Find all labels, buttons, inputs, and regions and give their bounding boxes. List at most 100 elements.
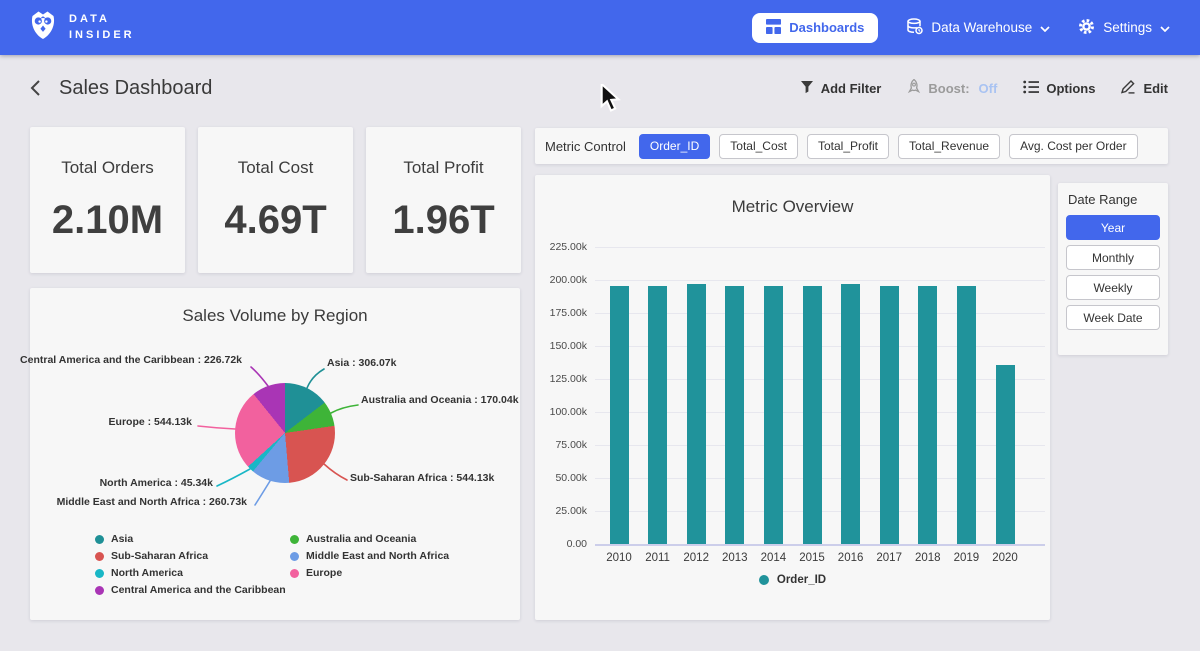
- gridline: [595, 247, 1045, 248]
- legend-label: Australia and Oceania: [306, 533, 417, 545]
- pie-chart: [235, 383, 335, 483]
- y-tick-label: 175.00k: [549, 307, 587, 319]
- date-range-label: Date Range: [1068, 192, 1138, 207]
- legend-label: Sub-Saharan Africa: [111, 550, 209, 562]
- dashboards-icon: [766, 18, 782, 37]
- kpi-label: Total Orders: [61, 157, 154, 177]
- sales-volume-panel: Sales Volume by Region Asia : 306.07k Aus…: [20, 288, 520, 620]
- legend-label: Asia: [111, 533, 134, 545]
- metric-option-avg-cost-per-order[interactable]: Avg. Cost per Order: [1009, 133, 1138, 159]
- legend-item-sub-saharan-africa[interactable]: Sub-Saharan Africa: [95, 550, 286, 562]
- y-tick-label: 25.00k: [555, 505, 587, 517]
- gridline: [595, 280, 1045, 281]
- legend-dot: [758, 575, 769, 585]
- date-range-options: Year Monthly Weekly Week Date: [1066, 215, 1160, 330]
- add-filter-button[interactable]: Add Filter: [800, 80, 882, 97]
- bar-2018: [918, 285, 938, 544]
- y-tick-label: 125.00k: [549, 373, 587, 385]
- legend-label: North America: [111, 567, 183, 579]
- metric-option-total-cost[interactable]: Total_Cost: [719, 133, 798, 159]
- kpi-value: 2.10M: [51, 197, 164, 242]
- pencil-icon: [1121, 79, 1136, 97]
- date-range-option-year[interactable]: Year: [1066, 215, 1160, 240]
- page-title: Sales Dashboard: [59, 76, 213, 99]
- x-tick-label: 2013: [722, 552, 748, 564]
- pie-label-central-america-and-the-caribbean: Central America and the Caribbean : 226.…: [20, 354, 242, 366]
- legend-label: Central America and the Caribbean: [111, 584, 286, 596]
- metric-option-total-revenue[interactable]: Total_Revenue: [898, 133, 1001, 159]
- metric-control-bar: Metric Control Order_ID Total_Cost Total_P…: [535, 128, 1168, 164]
- y-tick-label: 0.00: [566, 538, 587, 550]
- kpi-total-cost: Total Cost 4.69T: [198, 127, 353, 273]
- metric-option-total-profit[interactable]: Total_Profit: [806, 133, 890, 159]
- dashboards-label: Dashboards: [789, 20, 865, 35]
- legend-label: Europe: [306, 567, 343, 579]
- rocket-icon: [907, 78, 921, 97]
- metric-control-options: Order_ID Total_Cost Total_Profit Total_Reve…: [638, 133, 1138, 159]
- date-range-option-weekly[interactable]: Weekly: [1066, 275, 1160, 300]
- legend-item-middle-east-and-north-africa[interactable]: Middle East and North Africa: [290, 550, 449, 562]
- bar-chart-legend[interactable]: Order_ID: [535, 574, 1050, 586]
- bar-2011: [648, 285, 668, 544]
- legend-item-north-america[interactable]: North America: [95, 567, 286, 579]
- list-icon: [1023, 80, 1040, 97]
- edit-label: Edit: [1143, 80, 1168, 96]
- metric-control-label: Metric Control: [545, 138, 626, 154]
- database-icon: [906, 17, 924, 38]
- options-button[interactable]: Options: [1023, 80, 1095, 97]
- boost-toggle[interactable]: Boost: Off: [907, 78, 998, 97]
- metric-overview-panel: Metric Overview Order_ID 225.00k 200.00k 1…: [535, 175, 1050, 620]
- bar-2012: [686, 283, 706, 544]
- date-range-option-week-date[interactable]: Week Date: [1066, 305, 1160, 330]
- x-tick-label: 2010: [606, 552, 632, 564]
- y-tick-label: 100.00k: [549, 406, 587, 418]
- bar-2010: [609, 285, 629, 544]
- date-range-option-monthly[interactable]: Monthly: [1066, 245, 1160, 270]
- x-tick-label: 2016: [837, 552, 864, 564]
- brand-logo[interactable]: DATA INSIDER: [28, 9, 135, 46]
- kpi-label: Total Profit: [403, 157, 484, 177]
- edit-button[interactable]: Edit: [1121, 79, 1168, 97]
- x-tick-label: 2015: [799, 552, 825, 564]
- pie-label-europe: Europe : 544.13k: [108, 416, 192, 428]
- x-tick-label: 2020: [992, 552, 1018, 564]
- data-warehouse-label: Data Warehouse: [931, 20, 1033, 35]
- bar-2017: [879, 285, 899, 544]
- legend-dot: [290, 551, 299, 561]
- legend-dot: [290, 568, 299, 578]
- x-tick-label: 2019: [953, 552, 980, 564]
- x-tick-label: 2011: [645, 552, 670, 564]
- pie-label-north-america: North America : 45.34k: [99, 477, 213, 489]
- top-navbar: DATA INSIDER Dashboards: [0, 0, 1200, 55]
- legend-label: Middle East and North Africa: [306, 550, 450, 562]
- x-tick-label: 2017: [876, 552, 902, 564]
- x-tick-label: 2018: [915, 552, 941, 564]
- legend-item-europe[interactable]: Europe: [290, 567, 449, 579]
- dashboards-button[interactable]: Dashboards: [752, 12, 879, 43]
- legend-dot: [95, 551, 104, 561]
- boost-state: Off: [978, 80, 998, 96]
- metric-option-order-id[interactable]: Order_ID: [638, 133, 711, 159]
- boost-label: Boost:: [928, 80, 970, 96]
- bar-2014: [763, 286, 783, 544]
- settings-label: Settings: [1103, 20, 1152, 35]
- y-tick-label: 75.00k: [555, 439, 587, 451]
- settings-menu[interactable]: Settings: [1078, 18, 1170, 38]
- legend-item-australia-and-oceania[interactable]: Australia and Oceania: [290, 533, 449, 545]
- owl-icon: [28, 9, 58, 46]
- add-filter-label: Add Filter: [820, 80, 882, 96]
- legend-dot: [290, 534, 299, 544]
- bar-2020: [995, 365, 1015, 544]
- bar-chart-title: Metric Overview: [731, 197, 854, 216]
- y-tick-label: 150.00k: [549, 340, 587, 352]
- pie-label-australia-and-oceania: Australia and Oceania : 170.04k: [361, 394, 519, 406]
- x-tick-label: 2012: [683, 552, 709, 564]
- legend-item-central-america-and-the-caribbean[interactable]: Central America and the Caribbean: [95, 584, 286, 596]
- bar-2019: [956, 285, 976, 544]
- options-label: Options: [1046, 80, 1096, 96]
- y-tick-label: 200.00k: [549, 274, 587, 286]
- data-warehouse-menu[interactable]: Data Warehouse: [906, 17, 1050, 38]
- legend-item-asia[interactable]: Asia: [95, 533, 286, 545]
- chevron-down-icon: [1040, 20, 1050, 35]
- back-icon[interactable]: [30, 79, 41, 97]
